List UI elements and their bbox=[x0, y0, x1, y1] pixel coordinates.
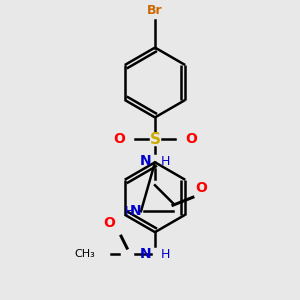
Text: O: O bbox=[113, 132, 125, 146]
Text: O: O bbox=[103, 216, 115, 230]
Text: N: N bbox=[140, 154, 151, 168]
Text: S: S bbox=[149, 132, 161, 147]
Text: N: N bbox=[129, 204, 141, 218]
Text: O: O bbox=[185, 132, 197, 146]
Text: O: O bbox=[195, 181, 207, 195]
Text: H: H bbox=[161, 155, 170, 168]
Text: N: N bbox=[140, 247, 151, 261]
Text: H: H bbox=[161, 248, 170, 261]
Text: H: H bbox=[125, 205, 134, 218]
Text: CH₃: CH₃ bbox=[74, 249, 95, 259]
Text: Br: Br bbox=[147, 4, 163, 16]
